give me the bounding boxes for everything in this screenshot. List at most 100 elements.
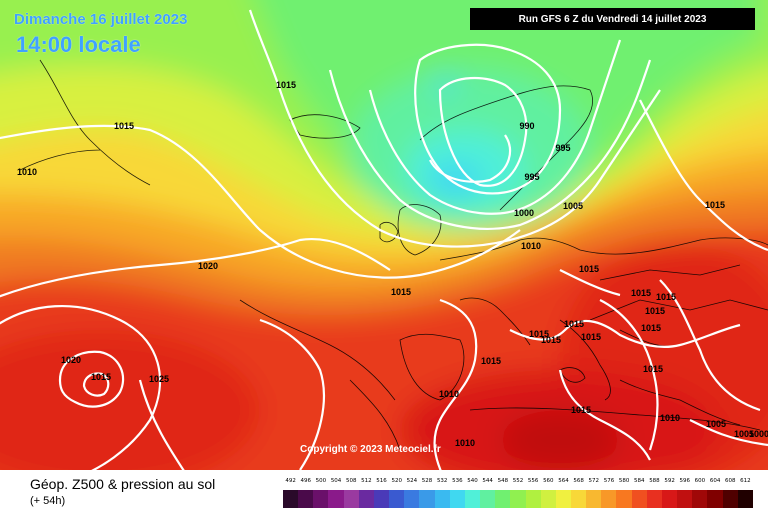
legend-swatch <box>419 490 435 508</box>
isobar-label: 1010 <box>439 389 459 399</box>
isobar-label: 1015 <box>91 372 111 382</box>
isobar-label: 1015 <box>656 292 676 302</box>
forecast-time: 14:00 locale <box>16 32 141 57</box>
legend-swatch <box>434 490 450 508</box>
isobar-label: 1015 <box>529 329 549 339</box>
isobar-label: 1015 <box>581 332 601 342</box>
forecast-range: (+ 54h) <box>30 495 66 507</box>
isobar-label: 1010 <box>17 167 37 177</box>
isobar-label: 1015 <box>114 121 134 131</box>
isobar-label: 1015 <box>631 288 651 298</box>
forecast-date: Dimanche 16 juillet 2023 <box>14 11 188 28</box>
legend-swatch <box>722 490 738 508</box>
legend-swatch <box>495 490 511 508</box>
legend-label: 580 <box>618 478 630 484</box>
legend-swatch <box>555 490 571 508</box>
legend-swatch <box>601 490 617 508</box>
legend-swatch <box>737 490 753 508</box>
legend-label: 564 <box>558 478 569 484</box>
legend-swatch <box>298 490 314 508</box>
isobars <box>0 9 768 470</box>
legend-label: 504 <box>330 478 342 484</box>
legend-swatch <box>661 490 678 508</box>
isobar-label: 1010 <box>455 438 475 448</box>
legend-swatch <box>283 490 299 508</box>
isobar-label: 1015 <box>571 405 591 415</box>
isobar-label: 1015 <box>645 306 665 316</box>
isobar-label: 1010 <box>660 413 680 423</box>
legend-label: 576 <box>603 478 615 484</box>
legend-swatch <box>586 490 602 508</box>
isobar-label: 1010 <box>521 241 541 251</box>
legend-label: 588 <box>649 478 660 484</box>
legend-label: 520 <box>391 478 402 484</box>
legend-label: 500 <box>315 478 327 484</box>
isobar-label: 1015 <box>481 356 501 366</box>
isobar-label: 1025 <box>149 374 169 384</box>
legend-label: 608 <box>725 478 736 484</box>
copyright-text: Copyright © 2023 Meteociel.fr <box>300 444 441 455</box>
isobar-label: 1020 <box>198 261 218 271</box>
legend-swatch <box>480 490 496 508</box>
isobar-label: 1015 <box>643 364 663 374</box>
isobar-label: 1015 <box>705 200 725 210</box>
legend-swatch <box>540 490 556 508</box>
legend-swatch <box>707 490 723 508</box>
legend-label: 512 <box>361 478 372 484</box>
legend-label: 556 <box>527 478 539 484</box>
legend-label: 548 <box>497 478 509 484</box>
legend-label: 516 <box>376 478 387 484</box>
legend-label: 596 <box>679 478 691 484</box>
legend-swatches <box>283 490 753 508</box>
isobar-label: 995 <box>524 172 539 182</box>
isobar-label: 1000 <box>749 429 768 439</box>
legend-swatch <box>389 490 405 508</box>
geopotential-field <box>0 0 768 470</box>
isobar-label: 1005 <box>706 419 726 429</box>
isobar-label: 1015 <box>564 319 584 329</box>
isobar-label-group: 1015 1015 1010 990 995 995 1000 1005 101… <box>17 80 768 448</box>
isobar-label: 1015 <box>641 323 661 333</box>
legend-label: 592 <box>664 478 675 484</box>
model-run-label: Run GFS 6 Z du Vendredi 14 juillet 2023 <box>470 8 755 30</box>
legend-swatch <box>510 490 526 508</box>
legend-swatch <box>358 490 374 508</box>
legend-label: 560 <box>543 478 554 484</box>
legend-swatch <box>404 490 420 508</box>
map-canvas: 1015 1015 1010 990 995 995 1000 1005 101… <box>0 0 768 470</box>
map-title: Géop. Z500 & pression au sol <box>30 476 216 492</box>
legend-label: 540 <box>467 478 478 484</box>
legend-swatch <box>464 490 481 508</box>
legend-label: 492 <box>285 478 296 484</box>
isobar-label: 1015 <box>579 264 599 274</box>
legend-swatch <box>616 490 632 508</box>
isobar-label: 990 <box>519 121 534 131</box>
legend-swatch <box>646 490 662 508</box>
legend-labels: 492 496 500 504 508 512 516 520 524 528 532 536 540 5… <box>283 478 753 488</box>
legend-label: 536 <box>452 478 463 484</box>
legend-swatch <box>328 490 344 508</box>
legend-swatch <box>313 490 329 508</box>
legend-label: 604 <box>709 478 721 484</box>
isobar-label: 1015 <box>541 335 561 345</box>
isobar-label: 1015 <box>391 287 411 297</box>
legend-label: 572 <box>588 478 600 484</box>
color-legend: 492 496 500 504 508 512 516 520 524 528 532 536 540 5… <box>283 478 753 510</box>
legend-swatch <box>677 490 693 508</box>
legend-label: 508 <box>345 478 357 484</box>
isobar-label: 995 <box>555 143 570 153</box>
legend-label: 612 <box>740 478 751 484</box>
legend-label: 600 <box>694 478 706 484</box>
legend-swatch <box>692 490 708 508</box>
legend-label: 568 <box>573 478 584 484</box>
legend-swatch <box>343 490 359 508</box>
legend-swatch <box>631 490 647 508</box>
legend-swatch <box>525 490 541 508</box>
legend-label: 528 <box>421 478 433 484</box>
isobar-label: 1020 <box>61 355 81 365</box>
legend-swatch <box>449 490 465 508</box>
legend-swatch <box>570 490 587 508</box>
legend-swatch <box>373 490 390 508</box>
footer: Géop. Z500 & pression au sol (+ 54h) 492… <box>0 470 768 512</box>
legend-label: 524 <box>406 478 418 484</box>
